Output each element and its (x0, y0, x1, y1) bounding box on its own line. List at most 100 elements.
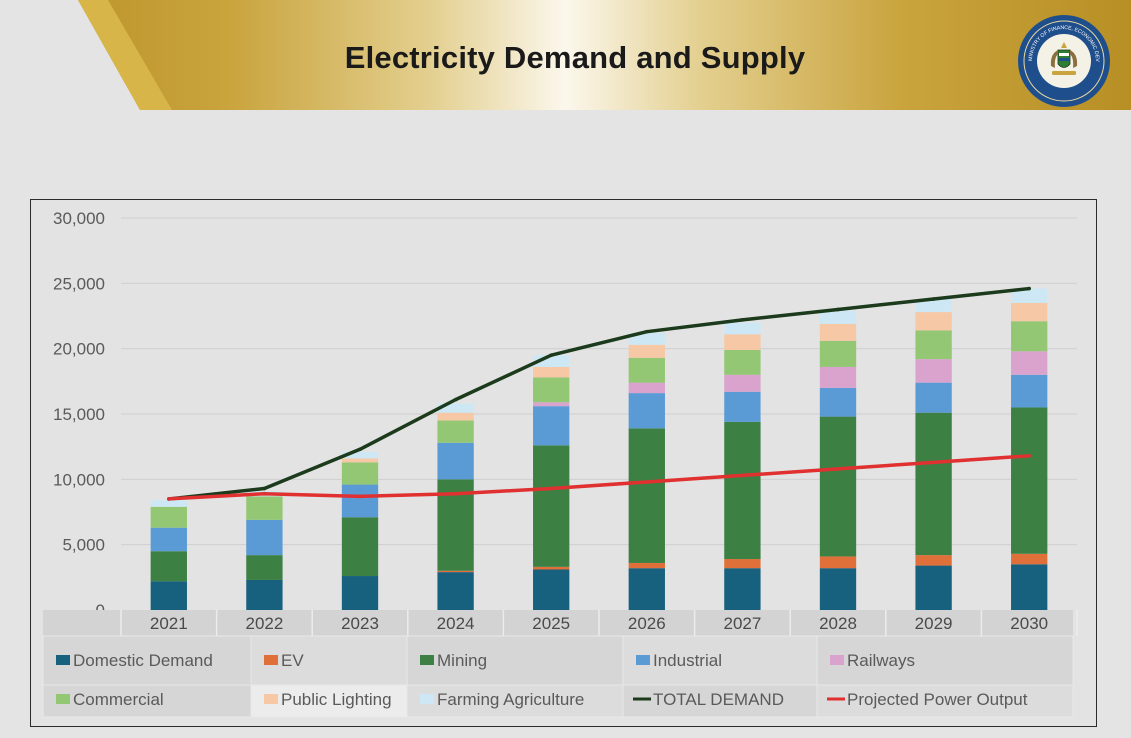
legend-label: Industrial (653, 651, 722, 670)
y-tick-label: 5,000 (62, 536, 105, 555)
bar-segment (724, 349, 761, 375)
bar-segment (246, 579, 283, 610)
bar-segment (819, 340, 857, 367)
legend-cell (406, 635, 624, 686)
x-tick-label: 2025 (532, 614, 570, 633)
bar-segment (533, 366, 570, 378)
bar-segment (819, 323, 857, 341)
y-tick-label: 15,000 (53, 405, 105, 424)
bar-segment (819, 556, 857, 569)
line-point (740, 318, 745, 322)
bar-segment (628, 428, 665, 563)
bar-segment (915, 299, 952, 313)
x-tick-label: 2027 (723, 614, 761, 633)
bar-segment (533, 377, 570, 403)
bar-segment (915, 359, 952, 383)
bar-segment (1011, 374, 1048, 408)
legend-label: EV (281, 651, 304, 670)
line-point (358, 447, 362, 452)
x-tick-label: 2030 (1010, 614, 1048, 633)
x-tick-label: 2028 (819, 614, 857, 633)
line-point (740, 473, 745, 478)
legend-cell (816, 684, 1074, 718)
legend-label: Projected Power Output (847, 690, 1028, 709)
line-point (1027, 286, 1031, 291)
x-tick-label: 2029 (915, 614, 953, 633)
bar-segment (819, 416, 857, 557)
line-point (645, 329, 649, 334)
bar-segment (1011, 288, 1048, 303)
legend-cell (406, 684, 624, 718)
bar-segment (341, 576, 379, 610)
legend-label: Farming Agriculture (437, 690, 584, 709)
legend-label: Commercial (73, 690, 164, 709)
line-point (453, 397, 458, 402)
x-tick-label: 2024 (437, 614, 475, 633)
bar-segment (915, 330, 952, 360)
header-banner (0, 0, 1131, 110)
legend-label: Domestic Demand (73, 651, 213, 670)
line-point (931, 297, 936, 301)
line-point (931, 460, 936, 465)
line-point (262, 491, 267, 496)
legend-cell (42, 635, 252, 686)
line-series (168, 454, 1030, 501)
legend-swatch (264, 655, 278, 665)
bar-segment (341, 517, 379, 577)
bar-segment (533, 402, 570, 407)
legend-swatch (420, 694, 434, 704)
bar-segment (628, 382, 665, 394)
bar-segment (1011, 321, 1048, 352)
bar-segment (150, 527, 187, 552)
line-point (453, 491, 458, 496)
chart-panel: 05,00010,00015,00020,00025,00030,0002021… (30, 199, 1097, 727)
x-tick-label: 2023 (341, 614, 379, 633)
bar-segment (819, 568, 857, 610)
legend-swatch (830, 655, 844, 665)
bar-segment (724, 559, 761, 569)
legend-label: Railways (847, 651, 915, 670)
bar-segment (724, 334, 761, 350)
line-point (262, 486, 267, 491)
bar-segment (341, 451, 379, 459)
legend-swatch (636, 655, 650, 665)
bar-segment (437, 572, 474, 610)
bar-segment (1011, 302, 1048, 322)
bar-segment (628, 393, 665, 429)
bar-segment (915, 412, 952, 556)
bar-segment (437, 403, 474, 413)
legend-swatch (56, 694, 70, 704)
bar-segment (533, 566, 570, 570)
bar-segment (819, 310, 857, 324)
x-tick-label: 2026 (628, 614, 666, 633)
x-tick-label: 2022 (245, 614, 283, 633)
bar-segment (628, 357, 665, 383)
line-point (836, 467, 840, 471)
y-tick-label: 25,000 (53, 274, 105, 293)
bar-segment (724, 391, 761, 422)
bar-segment (628, 344, 665, 358)
legend-cell (42, 684, 252, 718)
line-point (1027, 454, 1031, 458)
legend-cell (622, 684, 818, 718)
bar-segment (437, 420, 474, 443)
bar-segment (533, 445, 570, 567)
bar-segment (150, 581, 187, 610)
bar-segment (533, 406, 570, 446)
line-point (836, 307, 840, 312)
legend-swatch (264, 694, 278, 704)
demand-supply-chart: 05,00010,00015,00020,00025,00030,0002021… (42, 209, 1078, 718)
bar-segment (246, 555, 283, 580)
bar-segment (150, 506, 187, 528)
y-tick-label: 20,000 (53, 340, 105, 359)
bar-segment (915, 565, 952, 610)
bar-segment (819, 387, 857, 417)
bar-segment (533, 569, 570, 610)
line-point (645, 480, 649, 484)
bar-segment (341, 484, 379, 518)
bar-segment (246, 496, 283, 520)
bar-segment (628, 568, 665, 610)
bar-segment (915, 555, 952, 566)
bar-segment (1011, 407, 1048, 554)
x-tick-label: 2021 (150, 614, 188, 633)
